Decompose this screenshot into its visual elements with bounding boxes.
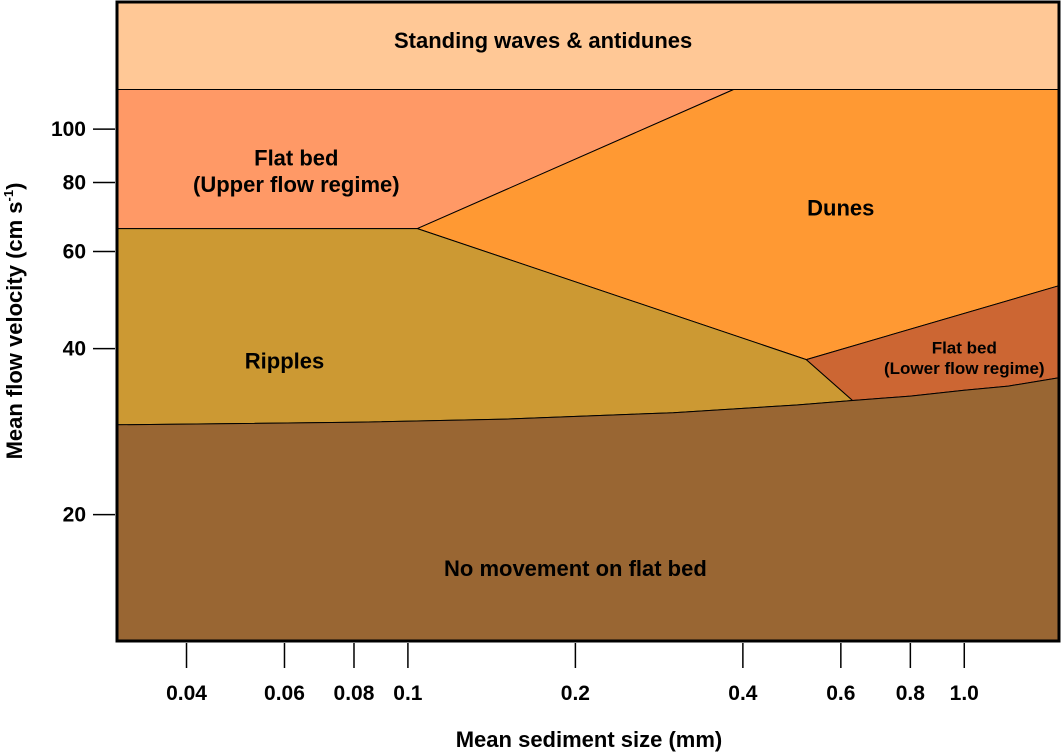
region-label-flat-bed-lower: Flat bed (Lower flow regime) (884, 339, 1045, 378)
x-axis-title: Mean sediment size (mm) (456, 727, 723, 752)
region-label-line: Ripples (245, 349, 324, 374)
y-axis-title: Mean flow velocity (cm s-1) (1, 183, 27, 460)
region-label-line: Dunes (807, 196, 874, 221)
region-label-flat-bed-upper: Flat bed (Upper flow regime) (193, 145, 400, 196)
regions-layer (116, 1, 1060, 642)
x-tick-label: 0.1 (393, 682, 423, 705)
plot-frame (115, 0, 1061, 643)
region-label-line: Flat bed (254, 145, 338, 170)
region-label-no-movement: No movement on flat bed (444, 556, 707, 581)
region-label-dunes: Dunes (807, 196, 874, 221)
region-label-standing-waves: Standing waves & antidunes (394, 28, 692, 53)
y-tick-label: 80 (63, 172, 86, 195)
region-label-line: (Lower flow regime) (884, 359, 1045, 378)
x-tick-label: 0.2 (561, 682, 590, 705)
x-tick-label: 0.8 (896, 682, 926, 705)
x-tick-label: 0.4 (728, 682, 758, 705)
y-tick-label: 20 (63, 504, 86, 527)
x-tick-label: 0.04 (166, 682, 207, 705)
x-tick-label: 0.08 (334, 682, 375, 705)
y-axis: 20 40 60 80 100 (51, 118, 115, 527)
region-label-line: (Upper flow regime) (193, 172, 400, 197)
x-tick-label: 0.06 (264, 682, 305, 705)
x-axis: 0.04 0.06 0.08 0.1 0.2 0.4 0.6 0.8 1.0 (166, 643, 979, 705)
y-axis-title-suffix: ) (2, 183, 27, 190)
region-label-line: No movement on flat bed (444, 556, 707, 581)
region-label-line: Standing waves & antidunes (394, 28, 692, 53)
y-tick-label: 60 (63, 240, 86, 263)
y-tick-label: 100 (51, 118, 86, 141)
y-axis-title-superscript: -1 (1, 190, 16, 202)
region-label-ripples: Ripples (245, 349, 324, 374)
region-label-line: Flat bed (932, 339, 997, 358)
x-tick-label: 0.6 (826, 682, 855, 705)
y-tick-label: 40 (63, 338, 86, 361)
x-tick-label: 1.0 (950, 682, 979, 705)
y-axis-title-main: Mean flow velocity (cm s (2, 201, 27, 459)
